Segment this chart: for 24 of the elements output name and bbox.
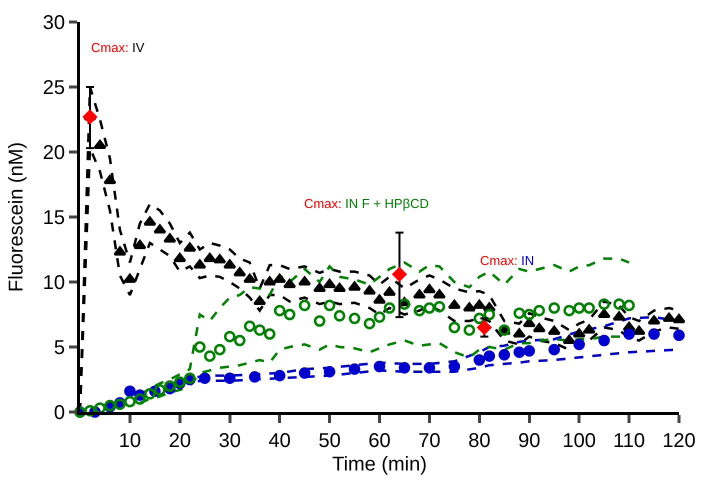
y-tick-label: 10 bbox=[42, 272, 65, 294]
y-tick-label: 30 bbox=[42, 12, 65, 34]
x-tick-label: 110 bbox=[613, 430, 646, 452]
x-tick-label: 120 bbox=[662, 430, 696, 452]
y-tick-label: 15 bbox=[42, 207, 65, 229]
x-tick-label: 30 bbox=[218, 430, 241, 452]
x-tick-label: 60 bbox=[368, 430, 391, 452]
annotation: Cmax: IN bbox=[480, 253, 534, 268]
annotation: Cmax: IV bbox=[91, 40, 145, 55]
x-tick-label: 40 bbox=[268, 430, 291, 452]
x-tick-label: 100 bbox=[562, 430, 596, 452]
y-tick-label: 20 bbox=[42, 142, 65, 164]
y-tick-label: 25 bbox=[42, 77, 65, 99]
annotation: Cmax: IN F + HPβCD bbox=[304, 196, 429, 211]
y-tick-label: 0 bbox=[54, 402, 65, 424]
x-axis-title: Time (min) bbox=[332, 454, 427, 476]
y-axis-title: Fluorescein (nM) bbox=[5, 142, 28, 292]
x-tick-label: 70 bbox=[418, 430, 441, 452]
x-tick-label: 50 bbox=[318, 430, 341, 452]
x-tick-label: 20 bbox=[168, 430, 191, 452]
y-tick-label: 5 bbox=[54, 337, 65, 359]
x-tick-label: 90 bbox=[518, 430, 540, 452]
x-tick-label: 10 bbox=[118, 430, 142, 452]
x-tick-label: 80 bbox=[468, 430, 490, 452]
